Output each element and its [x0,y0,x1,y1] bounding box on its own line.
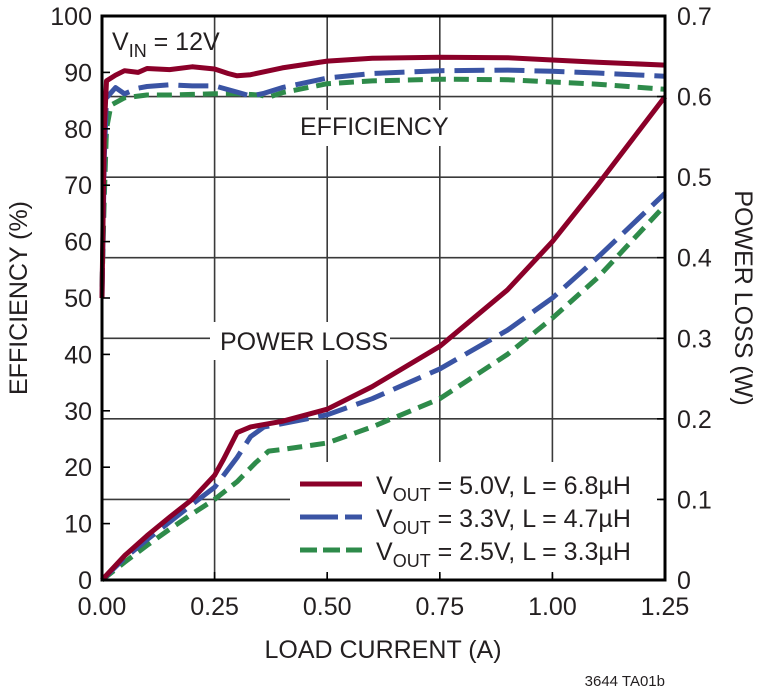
y-tick-label: 80 [64,116,92,144]
efficiency-curve [99,76,666,287]
y-axis-left-ticks: 0 10 20 30 40 50 60 70 80 90 100 [50,3,110,595]
y-tick-label: 100 [50,3,92,31]
efficiency-curve-label: EFFICIENCY [300,113,449,141]
x-axis-title: LOAD CURRENT (A) [264,636,501,664]
power-loss-curve-label: POWER LOSS [220,328,388,356]
y2-tick-label: 0 [677,567,691,595]
efficiency-curve [99,67,666,299]
y2-tick-label: 0.5 [677,164,712,192]
y-tick-label: 70 [64,172,92,200]
efficiency-curve [99,54,666,299]
y2-tick-label: 0.3 [677,325,712,353]
x-axis-ticks: 0.00 0.25 0.50 0.75 1.00 1.25 [78,572,690,621]
y-tick-label: 0 [78,567,92,595]
label-mask [290,110,485,146]
y-axis-right-ticks: 0 0.1 0.2 0.3 0.4 0.5 0.6 0.7 [657,3,712,595]
y-tick-label: 10 [64,511,92,539]
figure-id-footnote: 3644 TA01b [585,673,665,690]
y2-tick-label: 0.4 [677,245,712,273]
y2-tick-label: 0.6 [677,84,712,112]
legend-label: VOUT = 2.5V, L = 3.3µH [376,538,631,571]
x-tick-label: 0.50 [303,593,352,621]
legend-label: VOUT = 5.0V, L = 6.8µH [376,472,631,505]
y-tick-label: 30 [64,398,92,426]
y-tick-label: 20 [64,454,92,482]
x-tick-label: 1.00 [528,593,577,621]
y-tick-label: 90 [64,59,92,87]
y2-tick-label: 0.2 [677,406,712,434]
power-loss-curve [100,95,667,582]
x-tick-label: 0.00 [78,593,127,621]
x-tick-label: 0.25 [190,593,239,621]
series-lines [99,54,667,582]
y2-tick-label: 0.1 [677,486,712,514]
y2-tick-label: 0.7 [677,3,712,31]
legend-label: VOUT = 3.3V, L = 4.7µH [376,505,631,538]
y-axis-left-title: EFFICIENCY (%) [5,201,33,395]
y-tick-label: 40 [64,341,92,369]
vin-condition-label: VIN = 12V [112,28,220,61]
power-loss-curve [100,203,667,582]
y-axis-right-title: POWER LOSS (W) [729,190,757,405]
y-tick-label: 50 [64,285,92,313]
y-tick-label: 60 [64,229,92,257]
x-tick-label: 1.25 [641,593,690,621]
label-mask [210,322,390,360]
x-tick-label: 0.75 [415,593,464,621]
